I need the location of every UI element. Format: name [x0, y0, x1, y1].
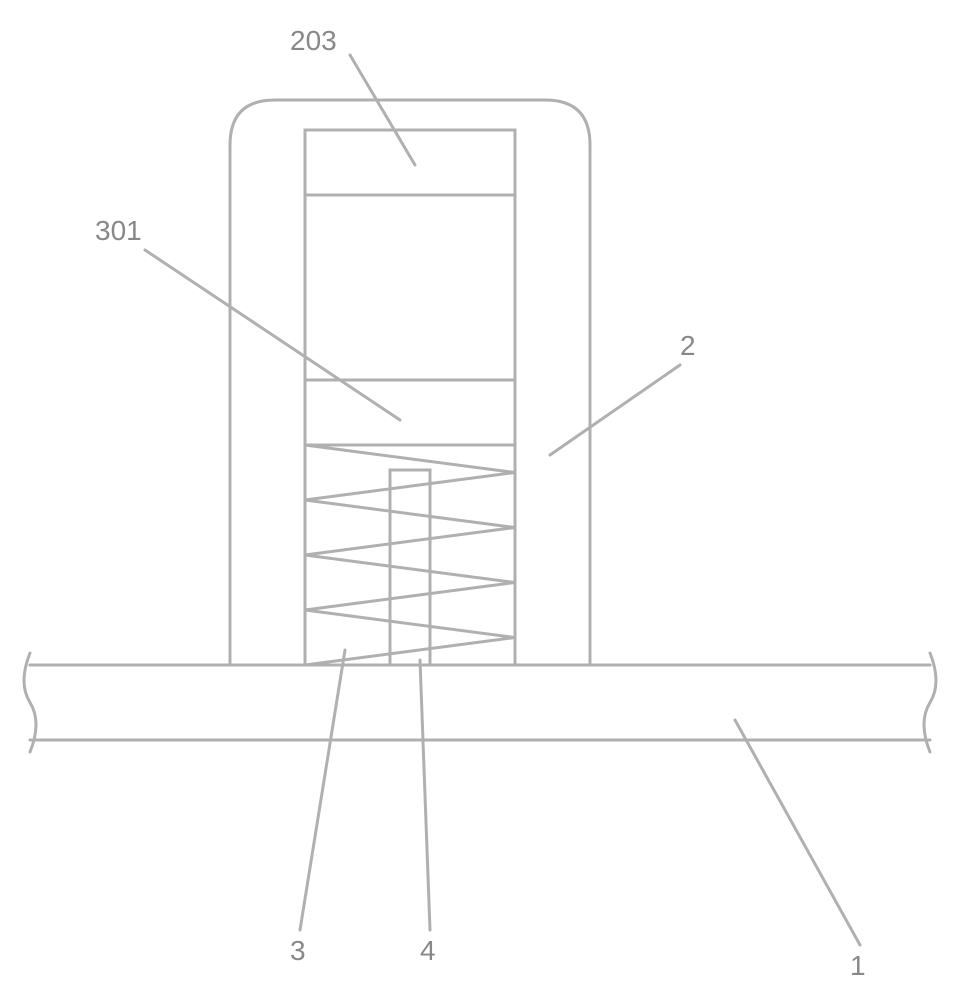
label-3: 3: [290, 935, 306, 967]
diagram-svg: [0, 0, 967, 1000]
drawing-group: [24, 55, 936, 945]
label-4: 4: [420, 935, 436, 967]
label-301: 301: [95, 215, 142, 247]
label-2: 2: [680, 330, 696, 362]
label-1: 1: [850, 950, 866, 982]
label-203: 203: [290, 25, 337, 57]
